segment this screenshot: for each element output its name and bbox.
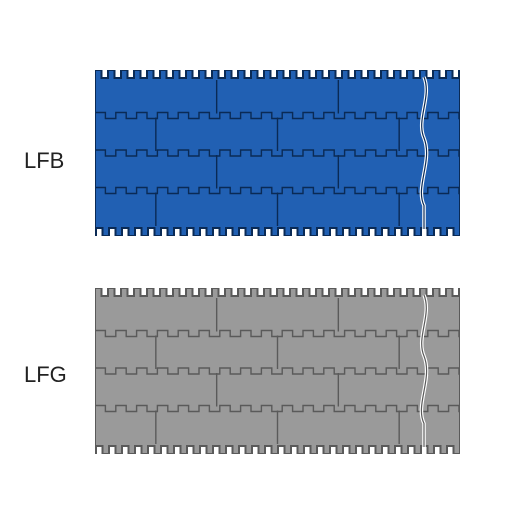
belt-lfb	[95, 70, 460, 236]
label-lfb: LFB	[24, 148, 64, 174]
belt-lfg	[95, 288, 460, 454]
label-lfg: LFG	[24, 362, 67, 388]
